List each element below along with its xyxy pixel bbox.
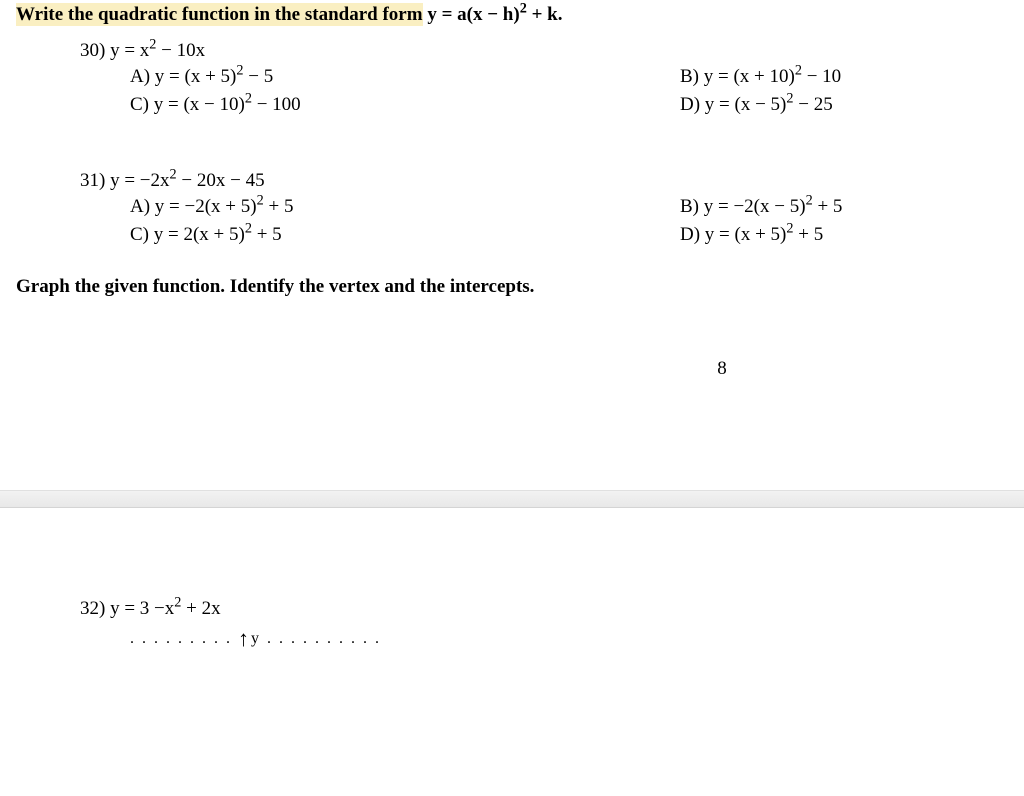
axis-dots-left: . . . . . . . . . — [130, 630, 238, 647]
y-axis-label: y — [251, 630, 261, 647]
question-32: 32) y = 3 −x2 + 2x — [80, 598, 1008, 620]
axis-dots-right: . . . . . . . . . . — [261, 630, 381, 647]
q32-stem-a: y = 3 −x — [105, 598, 174, 619]
question-30: 30) y = x2 − 10x A) y = (x + 5)2 − 5 B) … — [80, 40, 1008, 116]
q30-stem-a: y = x — [105, 40, 149, 61]
question-31: 31) y = −2x2 − 20x − 45 A) y = −2(x + 5)… — [80, 170, 1008, 246]
instruction-exp: 2 — [520, 1, 527, 17]
section-header-standard-form: Write the quadratic function in the stan… — [16, 0, 1008, 26]
q31-stem-b: − 20x − 45 — [177, 170, 265, 191]
instruction-tail: + k. — [527, 4, 563, 25]
q30-option-d: D) y = (x − 5)2 − 25 — [680, 94, 1008, 116]
q30-option-c: C) y = (x − 10)2 − 100 — [130, 94, 680, 116]
q31-option-a: A) y = −2(x + 5)2 + 5 — [130, 196, 680, 218]
q30-option-b: B) y = (x + 10)2 − 10 — [680, 66, 1008, 88]
q31-options: A) y = −2(x + 5)2 + 5 B) y = −2(x − 5)2 … — [130, 196, 1008, 246]
q30-option-a: A) y = (x + 5)2 − 5 — [130, 66, 680, 88]
page-divider-band — [0, 490, 1024, 508]
instruction-rest: y = a(x − h) — [423, 4, 520, 25]
graph-axis-top: . . . . . . . . . ↑y . . . . . . . . . . — [130, 626, 1008, 652]
q32-number: 32) — [80, 598, 105, 619]
q30-options: A) y = (x + 5)2 − 5 B) y = (x + 10)2 − 1… — [130, 66, 1008, 116]
q31-stem-exp: 2 — [170, 167, 177, 183]
section-header-graph: Graph the given function. Identify the v… — [16, 276, 1008, 298]
q32-stem-b: + 2x — [181, 598, 220, 619]
instruction-highlight: Write the quadratic function in the stan… — [16, 4, 423, 25]
q31-stem-a: y = −2x — [105, 170, 169, 191]
q30-number: 30) — [80, 40, 105, 61]
q31-option-c: C) y = 2(x + 5)2 + 5 — [130, 224, 680, 246]
page-number: 8 — [436, 358, 1008, 380]
y-axis-arrow-icon: ↑ — [238, 626, 251, 651]
q31-number: 31) — [80, 170, 105, 191]
q31-option-b: B) y = −2(x − 5)2 + 5 — [680, 196, 1008, 218]
q31-option-d: D) y = (x + 5)2 + 5 — [680, 224, 1008, 246]
q30-stem-b: − 10x — [156, 40, 205, 61]
